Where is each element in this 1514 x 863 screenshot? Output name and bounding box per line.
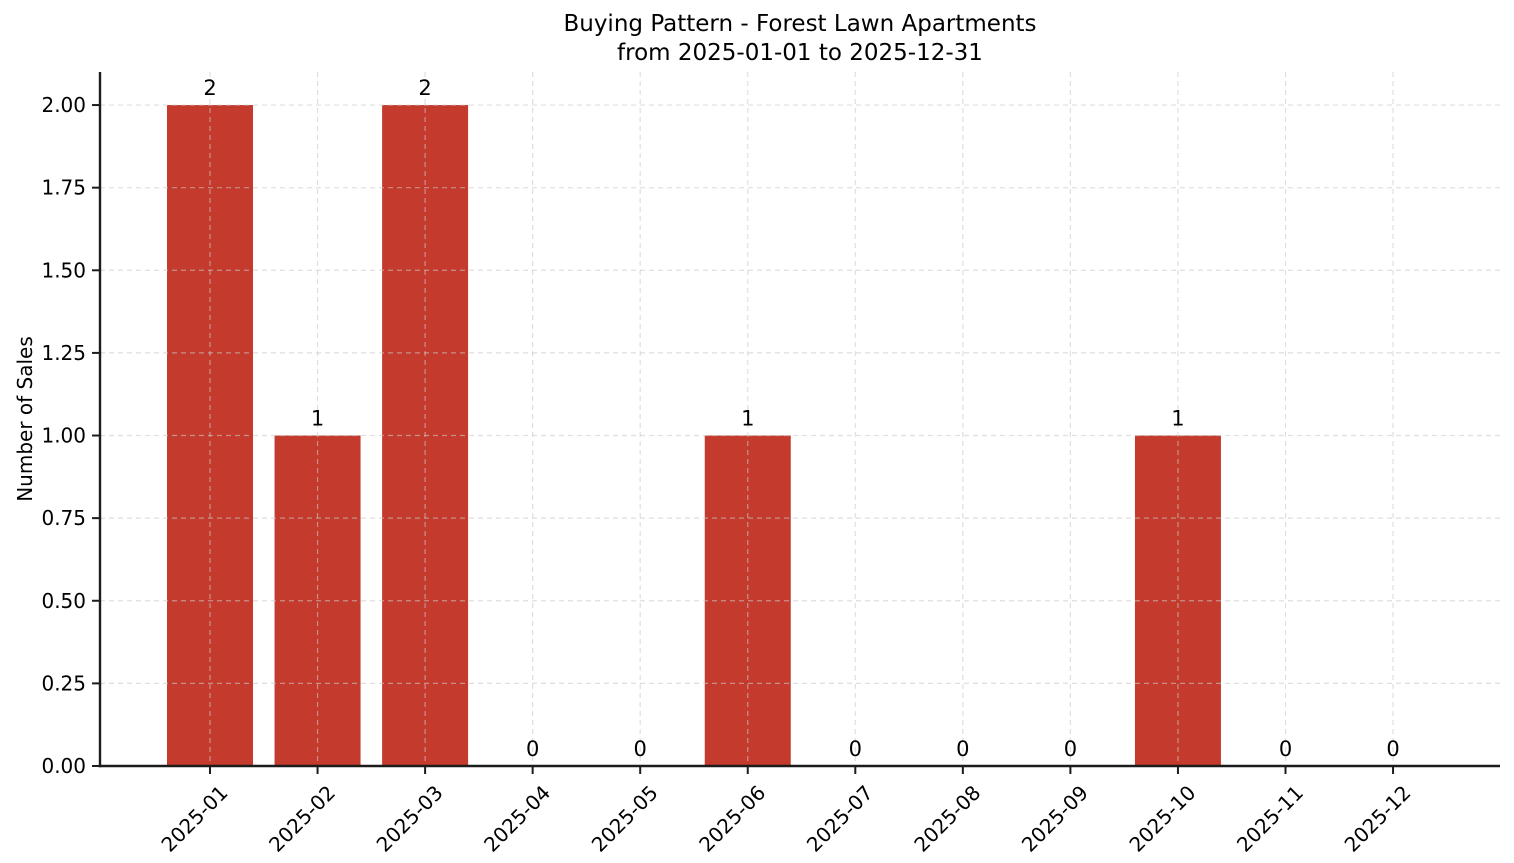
bar-value-label: 0: [1064, 737, 1077, 761]
bar-value-label: 1: [741, 407, 754, 431]
y-tick-label: 1.25: [41, 341, 86, 365]
x-tick-label: 2025-10: [1124, 781, 1200, 857]
x-tick-label: 2025-01: [156, 781, 232, 857]
bar-value-label: 1: [1171, 407, 1184, 431]
y-tick-label: 0.00: [41, 754, 86, 778]
y-tick-label: 0.25: [41, 671, 86, 695]
bar-value-label: 1: [311, 407, 324, 431]
bar-value-label: 0: [956, 737, 969, 761]
x-tick-label: 2025-05: [587, 781, 663, 857]
x-tick-label: 2025-12: [1340, 781, 1416, 857]
y-tick-label: 1.75: [41, 176, 86, 200]
x-tick-label: 2025-03: [372, 781, 448, 857]
bar-value-label: 2: [418, 76, 431, 100]
y-tick-label: 0.75: [41, 506, 86, 530]
x-tick-label: 2025-04: [479, 781, 555, 857]
bar-value-label: 2: [203, 76, 216, 100]
x-tick-label: 2025-02: [264, 781, 340, 857]
y-tick-label: 1.00: [41, 424, 86, 448]
bar-value-label: 0: [1279, 737, 1292, 761]
x-tick-label: 2025-07: [802, 781, 878, 857]
bar-value-label: 0: [526, 737, 539, 761]
x-tick-label: 2025-11: [1232, 781, 1308, 857]
bar-value-label: 0: [849, 737, 862, 761]
y-tick-label: 0.50: [41, 589, 86, 613]
y-tick-label: 2.00: [41, 93, 86, 117]
x-tick-label: 2025-09: [1017, 781, 1093, 857]
bar-value-label: 0: [634, 737, 647, 761]
x-tick-label: 2025-06: [694, 781, 770, 857]
y-tick-label: 1.50: [41, 258, 86, 282]
x-tick-label: 2025-08: [909, 781, 985, 857]
bar-value-label: 0: [1386, 737, 1399, 761]
